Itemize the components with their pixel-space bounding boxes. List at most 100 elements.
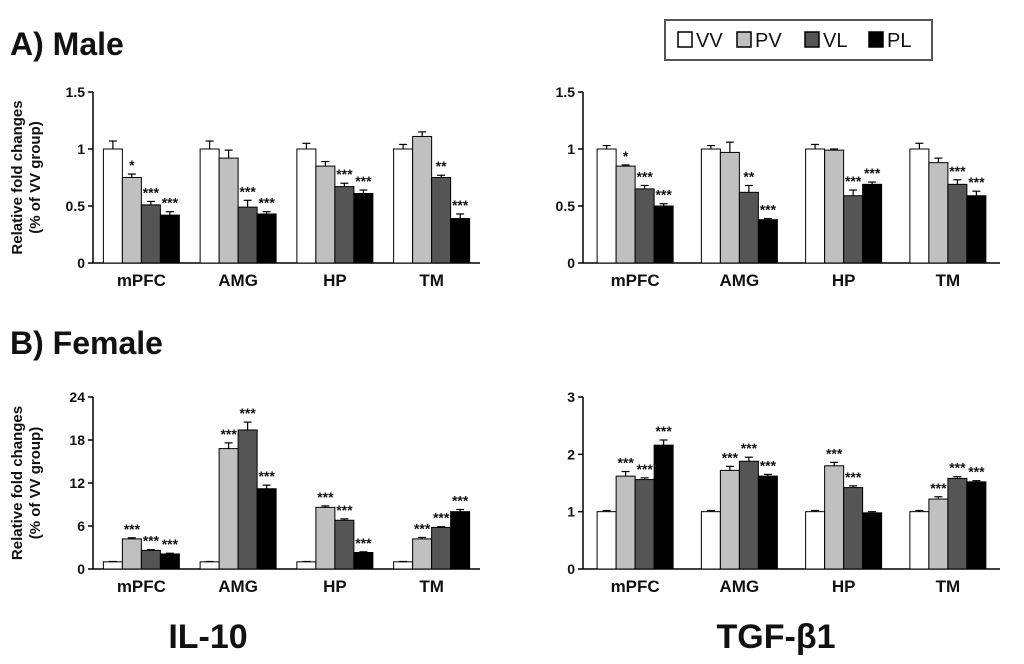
significance-label: ***	[949, 460, 966, 476]
x-category-label: mPFC	[611, 271, 660, 290]
y-tick-label: 1	[567, 504, 575, 520]
bar-vl	[738, 460, 759, 570]
bar-vl	[947, 183, 968, 264]
y-axis-title-line1: Relative fold changes	[9, 406, 26, 560]
legend-swatch-vl	[804, 31, 820, 48]
bar-pv	[928, 162, 949, 264]
significance-label: ***	[336, 502, 353, 518]
legend-label-vv: VV	[696, 30, 723, 52]
significance-label: *	[623, 148, 629, 164]
significance-label: ***	[949, 163, 966, 179]
bar-pl	[256, 213, 277, 264]
significance-label: ***	[826, 445, 843, 461]
bar-vl	[843, 487, 864, 570]
bar-vv	[909, 148, 930, 264]
significance-label: ***	[655, 187, 672, 203]
bar-pl	[159, 214, 180, 264]
significance-label: ***	[258, 468, 275, 484]
legend-label-pl: PL	[887, 30, 911, 52]
chart-female-il10: 0 6 12 18 24 Relative fold changes (% of VV gr…	[9, 389, 480, 596]
bar-pl	[353, 192, 374, 264]
bar-pv	[121, 177, 142, 264]
x-category-label: TM	[419, 577, 444, 596]
y-tick-label: 0	[77, 255, 85, 271]
y-tick-label: 0.5	[66, 198, 86, 214]
bar-vv	[805, 511, 826, 570]
significance-label: **	[436, 158, 447, 174]
bar-pl	[966, 481, 987, 570]
x-category-label: AMG	[218, 577, 258, 596]
x-category-label: HP	[323, 577, 347, 596]
legend: VV PV VL PL	[664, 19, 933, 61]
x-category-label: AMG	[720, 271, 760, 290]
bar-vv	[805, 148, 826, 264]
y-tick-label: 1	[77, 141, 85, 157]
bar-vl	[843, 195, 864, 264]
bar-vv	[596, 148, 617, 264]
significance-label: ***	[355, 173, 372, 189]
bar-vv	[700, 511, 721, 570]
significance-label: ***	[317, 489, 334, 505]
significance-label: ***	[143, 184, 160, 200]
bar-vv	[296, 561, 317, 570]
bar-vv	[393, 148, 414, 264]
bar-pv	[719, 151, 740, 264]
bar-pv	[412, 135, 433, 264]
bar-vv	[102, 148, 123, 264]
significance-label: *	[129, 157, 135, 173]
y-tick-label: 24	[69, 389, 85, 405]
significance-label: ***	[864, 165, 881, 181]
bar-pl	[862, 183, 883, 264]
x-category-label: mPFC	[117, 271, 166, 290]
significance-label: ***	[143, 533, 160, 549]
x-category-label: HP	[832, 271, 856, 290]
bar-vl	[738, 191, 759, 264]
significance-label: ***	[414, 520, 431, 536]
bar-pv	[719, 469, 740, 570]
bar-vl	[140, 204, 161, 264]
bar-pl	[256, 488, 277, 570]
y-tick-label: 18	[69, 432, 85, 448]
y-axis-title-line2: (% of VV group)	[27, 121, 44, 234]
bar-vv	[700, 148, 721, 264]
bar-pv	[615, 475, 636, 570]
bar-pv	[218, 157, 239, 264]
bar-pv	[121, 538, 142, 570]
bar-vl	[634, 479, 655, 570]
significance-label: ***	[239, 405, 256, 421]
bar-pl	[159, 553, 180, 570]
significance-label: ***	[722, 449, 739, 465]
bar-pl	[653, 205, 674, 264]
bar-pl	[757, 475, 778, 570]
significance-label: ***	[162, 195, 179, 211]
bar-vl	[237, 429, 258, 570]
x-category-label: HP	[323, 271, 347, 290]
significance-label: ***	[636, 461, 653, 477]
bar-vl	[634, 188, 655, 264]
significance-label: ***	[355, 535, 372, 551]
chart-male-il10: 0 0.5 1 1.5 Relative fold changes (% of VV gr…	[9, 84, 480, 290]
significance-label: ***	[636, 168, 653, 184]
significance-label: ***	[930, 480, 947, 496]
y-tick-label: 1.5	[556, 84, 576, 100]
significance-label: ***	[124, 521, 141, 537]
significance-label: ***	[162, 536, 179, 552]
significance-label: ***	[741, 440, 758, 456]
significance-label: ***	[968, 174, 985, 190]
significance-label: ***	[845, 173, 862, 189]
bar-vv	[393, 561, 414, 570]
significance-label: ***	[760, 457, 777, 473]
bar-pv	[315, 165, 336, 264]
y-tick-label: 3	[567, 389, 575, 405]
significance-label: ***	[239, 183, 256, 199]
bar-vl	[431, 177, 452, 264]
bar-pv	[218, 448, 239, 570]
x-category-label: mPFC	[117, 577, 166, 596]
significance-label: **	[743, 168, 754, 184]
y-tick-label: 0	[567, 255, 575, 271]
significance-label: ***	[968, 464, 985, 480]
x-category-label: AMG	[720, 577, 760, 596]
marker-title-il10: IL-10	[168, 618, 247, 656]
